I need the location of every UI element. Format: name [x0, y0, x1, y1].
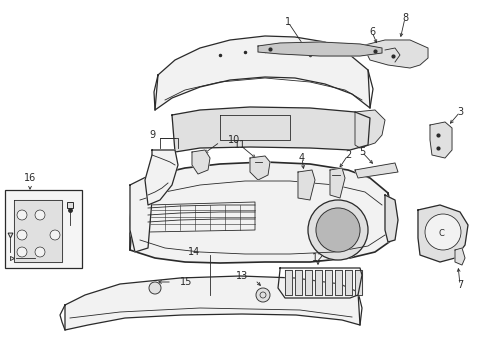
Text: 13: 13 [235, 271, 247, 281]
Circle shape [315, 208, 359, 252]
Polygon shape [155, 36, 369, 110]
Text: 17: 17 [72, 195, 83, 204]
Text: 4: 4 [298, 153, 305, 163]
Text: 1: 1 [285, 17, 290, 27]
Polygon shape [334, 270, 341, 295]
Text: 10: 10 [227, 135, 240, 145]
Circle shape [256, 288, 269, 302]
Polygon shape [329, 168, 345, 198]
Polygon shape [354, 110, 384, 148]
Polygon shape [297, 170, 314, 200]
Text: 12: 12 [311, 253, 324, 263]
Text: 16: 16 [24, 173, 36, 183]
Polygon shape [65, 276, 359, 330]
Circle shape [35, 247, 45, 257]
Circle shape [307, 200, 367, 260]
Text: 2: 2 [344, 150, 350, 160]
Circle shape [17, 247, 27, 257]
Polygon shape [305, 270, 311, 295]
Polygon shape [429, 122, 451, 158]
Text: C: C [437, 229, 443, 238]
Circle shape [35, 210, 45, 220]
Text: 14: 14 [187, 247, 200, 257]
Polygon shape [172, 107, 369, 152]
Circle shape [17, 230, 27, 240]
Circle shape [17, 210, 27, 220]
Polygon shape [192, 150, 209, 174]
Text: 18: 18 [5, 253, 17, 262]
Polygon shape [325, 270, 331, 295]
Circle shape [149, 282, 161, 294]
Polygon shape [384, 195, 397, 242]
Text: 9: 9 [148, 130, 155, 140]
Circle shape [424, 214, 460, 250]
Polygon shape [285, 270, 291, 295]
Polygon shape [314, 270, 321, 295]
Polygon shape [14, 200, 62, 262]
Polygon shape [145, 150, 178, 205]
Text: 11: 11 [233, 140, 245, 150]
FancyBboxPatch shape [5, 190, 82, 268]
Polygon shape [345, 270, 351, 295]
Polygon shape [417, 205, 467, 262]
Text: 19: 19 [5, 224, 17, 233]
Polygon shape [294, 270, 302, 295]
Polygon shape [354, 270, 361, 295]
Text: 3: 3 [456, 107, 462, 117]
Text: 15: 15 [180, 277, 192, 287]
Polygon shape [354, 163, 397, 178]
Circle shape [50, 230, 60, 240]
Polygon shape [364, 40, 427, 68]
Polygon shape [454, 248, 464, 265]
Polygon shape [249, 156, 269, 180]
Text: 6: 6 [368, 27, 374, 37]
Text: 7: 7 [456, 280, 462, 290]
Circle shape [260, 292, 265, 298]
Polygon shape [258, 42, 381, 56]
Text: 8: 8 [401, 13, 407, 23]
Text: 5: 5 [358, 147, 365, 157]
Polygon shape [130, 162, 391, 263]
Polygon shape [130, 175, 152, 252]
